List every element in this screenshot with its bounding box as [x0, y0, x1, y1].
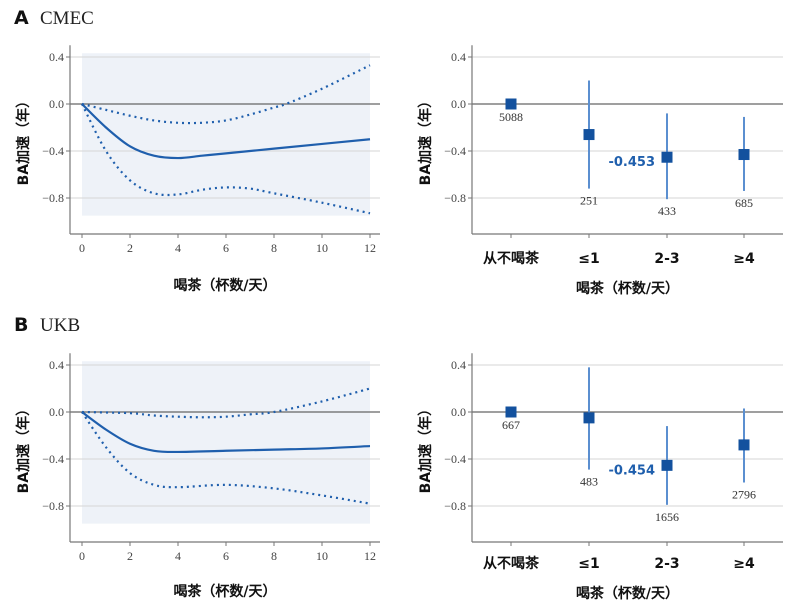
x-tick-label: 10: [316, 549, 328, 563]
point-marker: [738, 149, 750, 161]
panel-B-categories: 0.4 0.0 −0.4 −0.8 BA加速（年） 喝茶（杯数/天） 从不喝茶 667 ≤1 48…: [417, 353, 783, 602]
series-upper-ci: [81, 387, 371, 419]
category-label: 从不喝茶: [483, 555, 540, 572]
n-label: 5088: [499, 110, 523, 124]
category-label: 2-3: [654, 251, 679, 267]
y-tick-label: −0.8: [444, 191, 466, 205]
x-axis-title: 喝茶（杯数/天）: [576, 585, 679, 602]
x-tick-label: 12: [364, 241, 376, 255]
n-label: 483: [580, 475, 598, 489]
series-lower-ci: [81, 411, 371, 505]
cohort-label: CMEC: [40, 8, 94, 29]
highlight-value: -0.454: [608, 463, 655, 478]
y-tick-label: −0.4: [42, 452, 64, 466]
y-tick-label: −0.8: [42, 499, 64, 513]
x-tick-label: 8: [271, 241, 277, 255]
n-label: 685: [735, 196, 753, 210]
y-tick-label: 0.4: [451, 358, 466, 372]
y-tick-label: 0.0: [49, 405, 64, 419]
point-marker: [661, 151, 673, 163]
series-estimate: [81, 103, 371, 160]
panel-B-spline: B UKB 0.4 0.0 −0.4 −0.8 BA加速（年） 喝茶（杯数/天） 0 2 4 6 8 10…: [14, 314, 380, 600]
n-label: 667: [502, 418, 520, 432]
panel-letter: B: [14, 314, 28, 336]
y-tick-label: −0.4: [42, 144, 64, 158]
y-axis-title: BA加速（年）: [417, 94, 434, 186]
y-tick-label: −0.4: [444, 452, 466, 466]
category-label: ≤1: [578, 251, 599, 267]
point-marker: [738, 439, 750, 451]
y-axis-title: BA加速（年）: [417, 402, 434, 494]
panel-A-spline: A CMEC 0.4 0.0 −0.4 −0.8 BA加速（年） 喝茶（杯数/天） 0 2 4 6 8 1…: [14, 7, 380, 294]
y-tick-label: −0.8: [444, 499, 466, 513]
y-tick-label: 0.4: [451, 50, 466, 64]
x-tick-label: 4: [175, 241, 181, 255]
x-tick-label: 12: [364, 549, 376, 563]
x-tick-label: 4: [175, 549, 181, 563]
x-tick-label: 10: [316, 241, 328, 255]
point-marker: [583, 412, 595, 424]
category-label: ≤1: [578, 556, 599, 572]
n-label: 1656: [655, 510, 679, 524]
category-label: 从不喝茶: [483, 250, 540, 267]
highlight-value: -0.453: [608, 155, 655, 170]
x-tick-label: 6: [223, 241, 229, 255]
y-tick-label: 0.4: [49, 358, 64, 372]
n-label: 433: [658, 204, 676, 218]
point-marker: [505, 406, 517, 418]
series-lower-ci: [81, 103, 371, 215]
y-tick-label: 0.0: [451, 97, 466, 111]
category-label: ≥4: [733, 556, 755, 572]
y-tick-label: 0.0: [49, 97, 64, 111]
x-axis-title: 喝茶（杯数/天）: [576, 280, 679, 297]
x-tick-label: 2: [127, 241, 133, 255]
y-axis-title: BA加速（年）: [15, 94, 32, 186]
panel-letter: A: [14, 7, 29, 29]
category-label: ≥4: [733, 251, 755, 267]
ci-band: [82, 53, 370, 216]
y-tick-label: 0.4: [49, 50, 64, 64]
series-estimate: [81, 411, 371, 454]
x-tick-label: 6: [223, 549, 229, 563]
x-tick-label: 0: [79, 241, 85, 255]
y-axis-title: BA加速（年）: [15, 402, 32, 494]
ci-band: [82, 361, 370, 524]
point-marker: [505, 98, 517, 110]
panel-A-categories: 0.4 0.0 −0.4 −0.8 BA加速（年） 喝茶（杯数/天） 从不喝茶 5088 ≤1 2…: [417, 45, 783, 297]
x-tick-label: 0: [79, 549, 85, 563]
category-label: 2-3: [654, 556, 679, 572]
y-tick-label: 0.0: [451, 405, 466, 419]
y-tick-label: −0.4: [444, 144, 466, 158]
y-tick-label: −0.8: [42, 191, 64, 205]
x-axis-title: 喝茶（杯数/天）: [173, 277, 276, 294]
cohort-label: UKB: [40, 315, 80, 336]
point-marker: [661, 459, 673, 471]
n-label: 251: [580, 194, 598, 208]
series-upper-ci: [81, 64, 371, 125]
x-tick-label: 8: [271, 549, 277, 563]
x-tick-label: 2: [127, 549, 133, 563]
point-marker: [583, 129, 595, 141]
n-label: 2796: [732, 488, 756, 502]
x-axis-title: 喝茶（杯数/天）: [173, 583, 276, 600]
